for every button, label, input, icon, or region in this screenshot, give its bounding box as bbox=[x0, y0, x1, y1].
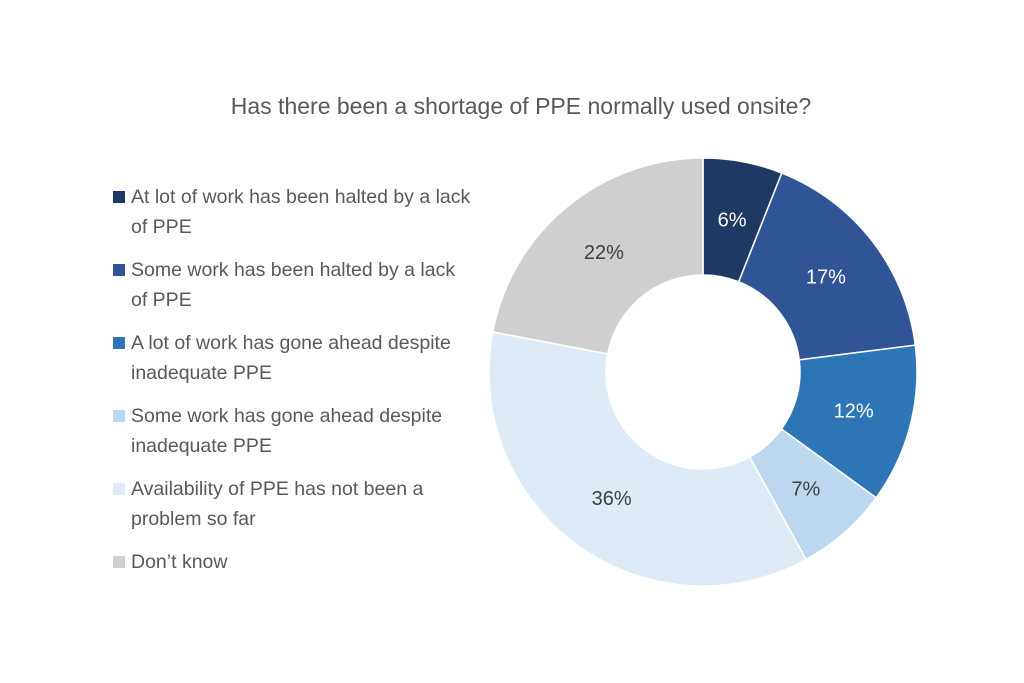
legend: At lot of work has been halted by a lack… bbox=[113, 182, 473, 620]
legend-swatch bbox=[113, 556, 125, 568]
legend-label: Don’t know bbox=[131, 551, 228, 573]
legend-label: Some work has been halted by a lack of P… bbox=[131, 259, 456, 311]
legend-swatch bbox=[113, 483, 125, 495]
legend-swatch bbox=[113, 191, 125, 203]
data-label: 7% bbox=[791, 479, 820, 501]
donut-slice bbox=[491, 157, 704, 355]
legend-item: Availability of PPE has not been a probl… bbox=[113, 474, 473, 547]
donut-slice bbox=[780, 344, 918, 499]
donut-slice bbox=[737, 172, 917, 361]
legend-label: Some work has gone ahead despite inadequ… bbox=[131, 405, 443, 457]
chart-title: Has there been a shortage of PPE normall… bbox=[230, 93, 812, 119]
legend-item: Some work has been halted by a lack of P… bbox=[113, 255, 473, 328]
legend-item: Some work has gone ahead despite inadequ… bbox=[113, 401, 473, 474]
legend-label: At lot of work has been halted by a lack… bbox=[131, 186, 471, 238]
legend-item: At lot of work has been halted by a lack… bbox=[113, 182, 473, 255]
data-label: 36% bbox=[592, 488, 632, 510]
legend-label: Availability of PPE has not been a probl… bbox=[131, 478, 424, 530]
legend-item: Don’t know bbox=[113, 547, 473, 620]
data-label: 22% bbox=[584, 242, 624, 264]
legend-swatch bbox=[113, 264, 125, 276]
legend-swatch bbox=[113, 410, 125, 422]
data-label: 12% bbox=[834, 401, 874, 423]
legend-swatch bbox=[113, 337, 125, 349]
legend-item: A lot of work has gone ahead despite ina… bbox=[113, 328, 473, 401]
legend-label: A lot of work has gone ahead despite ina… bbox=[131, 332, 451, 384]
data-label: 17% bbox=[806, 267, 846, 289]
data-label: 6% bbox=[718, 209, 747, 231]
donut-slice bbox=[488, 331, 808, 587]
